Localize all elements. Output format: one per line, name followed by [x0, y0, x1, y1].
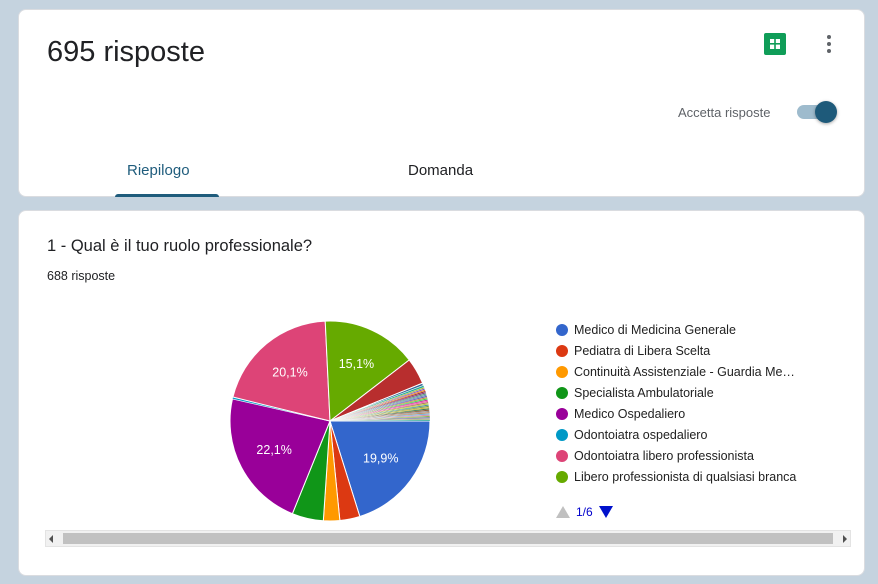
legend-color-dot	[556, 323, 568, 336]
legend-item[interactable]: Odontoiatra libero professionista	[556, 445, 796, 466]
legend-item[interactable]: Odontoiatra ospedaliero	[556, 424, 796, 445]
pie-chart: 19,9% 22,1% 20,1% 15,1%	[229, 320, 431, 522]
legend-label: Odontoiatra libero professionista	[574, 448, 754, 463]
responses-header-card: 695 risposte Accetta risposte Riepilogo …	[18, 9, 865, 197]
legend-label: Continuità Assistenziale - Guardia Me…	[574, 364, 795, 379]
legend-page-indicator: 1/6	[576, 505, 593, 519]
pie-slice[interactable]	[329, 420, 431, 518]
legend-pager: 1/6	[556, 505, 613, 519]
legend-color-dot	[556, 449, 568, 462]
legend-prev-icon[interactable]	[556, 506, 570, 518]
legend-item[interactable]: Libero professionista di qualsiasi branc…	[556, 466, 796, 487]
question-response-count: 688 risposte	[47, 269, 116, 283]
scroll-left-icon[interactable]	[49, 535, 53, 543]
legend-item[interactable]: Medico Ospedaliero	[556, 403, 796, 424]
question-title: 1 - Qual è il tuo ruolo professionale?	[47, 237, 313, 255]
pie-slice[interactable]	[329, 419, 431, 422]
scroll-right-icon[interactable]	[843, 535, 847, 543]
legend-color-dot	[556, 428, 568, 441]
scrollbar-thumb[interactable]	[63, 533, 833, 544]
pie-slice[interactable]	[232, 320, 331, 422]
tab-summary[interactable]: Riepilogo	[127, 162, 190, 179]
legend-color-dot	[556, 407, 568, 420]
legend-item[interactable]: Pediatra di Libera Scelta	[556, 340, 796, 361]
legend-item[interactable]: Continuità Assistenziale - Guardia Me…	[556, 361, 796, 382]
legend-next-icon[interactable]	[598, 506, 613, 518]
active-tab-indicator	[115, 194, 219, 197]
legend-color-dot	[556, 344, 568, 357]
pie-slice-label: 22,1%	[256, 443, 291, 457]
more-options-icon[interactable]	[819, 32, 839, 56]
legend-item[interactable]: Medico di Medicina Generale	[556, 319, 796, 340]
pie-slice-label: 19,9%	[363, 451, 398, 465]
legend-label: Odontoiatra ospedaliero	[574, 427, 708, 442]
responses-count-title: 695 risposte	[47, 36, 205, 68]
tab-question[interactable]: Domanda	[408, 162, 474, 179]
legend-label: Medico Ospedaliero	[574, 406, 686, 421]
toggle-thumb	[815, 101, 837, 123]
google-sheets-icon[interactable]	[764, 33, 786, 55]
legend-label: Medico di Medicina Generale	[574, 322, 736, 337]
accept-responses-label: Accetta risposte	[678, 105, 771, 120]
legend-color-dot	[556, 365, 568, 378]
horizontal-scrollbar[interactable]	[45, 530, 851, 547]
pie-slice-label: 15,1%	[339, 357, 374, 371]
chart-legend: Medico di Medicina Generale Pediatra di L…	[556, 319, 796, 487]
legend-item[interactable]: Specialista Ambulatoriale	[556, 382, 796, 403]
legend-label: Libero professionista di qualsiasi branc…	[574, 469, 797, 484]
legend-color-dot	[556, 386, 568, 399]
legend-label: Specialista Ambulatoriale	[574, 385, 714, 400]
question-summary-card: 1 - Qual è il tuo ruolo professionale? 6…	[18, 210, 865, 576]
pie-slice[interactable]	[324, 320, 410, 422]
legend-color-dot	[556, 470, 568, 483]
legend-label: Pediatra di Libera Scelta	[574, 343, 711, 358]
pie-slice[interactable]	[229, 398, 331, 515]
pie-slice-label: 20,1%	[272, 365, 307, 379]
accept-responses-toggle[interactable]	[797, 100, 839, 124]
